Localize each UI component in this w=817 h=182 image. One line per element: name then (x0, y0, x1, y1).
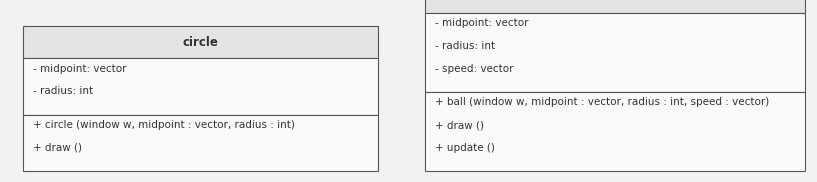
Text: + draw (): + draw () (435, 120, 484, 130)
Text: + draw (): + draw () (33, 143, 82, 153)
Text: + update (): + update () (435, 143, 494, 153)
Text: - speed: vector: - speed: vector (435, 64, 513, 74)
Text: - midpoint: vector: - midpoint: vector (33, 64, 126, 74)
Bar (23, 26, 378, 58)
Text: ball: ball (603, 0, 627, 3)
Text: - midpoint: vector: - midpoint: vector (435, 18, 528, 28)
Text: + circle (window w, midpoint : vector, radius : int): + circle (window w, midpoint : vector, r… (33, 120, 295, 130)
Bar (425, 0, 805, 13)
Text: circle: circle (183, 36, 218, 49)
Bar (23, 115, 378, 171)
Text: + ball (window w, midpoint : vector, radius : int, speed : vector): + ball (window w, midpoint : vector, rad… (435, 97, 769, 107)
Text: - radius: int: - radius: int (435, 41, 495, 51)
Bar (425, 13, 805, 92)
Bar (23, 58, 378, 115)
Bar (425, 92, 805, 171)
Text: - radius: int: - radius: int (33, 86, 93, 96)
